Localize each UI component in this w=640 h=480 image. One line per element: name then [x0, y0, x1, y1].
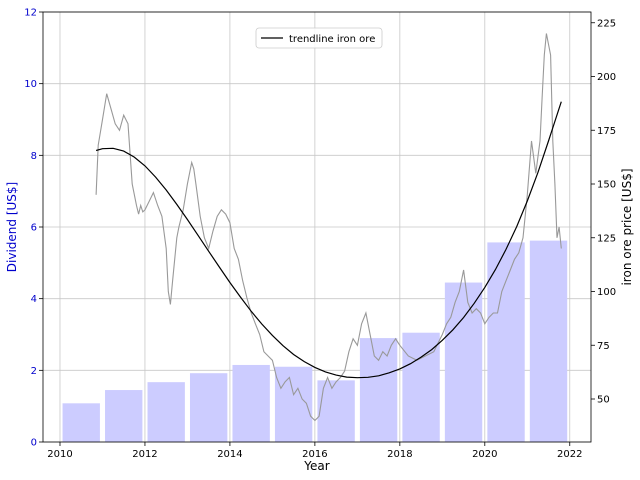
y-axis-left: 0 2 4 6 8 10 12 [24, 8, 43, 449]
x-axis-label: Year [303, 459, 329, 473]
x-tick-label: 2022 [557, 449, 582, 460]
x-tick-label: 2016 [302, 449, 327, 460]
x-tick-label: 2014 [217, 449, 242, 460]
dividend-bar [487, 242, 525, 442]
dividend-bar [402, 332, 440, 442]
y-right-tick-label: 225 [597, 18, 616, 29]
dividend-bar [62, 403, 100, 442]
x-tick-label: 2010 [47, 449, 72, 460]
y-axis-right: 50 75 100 125 150 175 200 225 [591, 18, 616, 406]
dividend-bar [529, 240, 568, 442]
iron-ore-price-line [95, 33, 562, 422]
y-left-tick-label: 0 [31, 438, 37, 449]
y-right-tick-label: 100 [597, 287, 616, 298]
dividend-bar [147, 382, 185, 442]
y-left-tick-label: 8 [31, 151, 37, 162]
y-left-tick-label: 2 [31, 366, 37, 377]
y-axis-left-label: Dividend [US$] [5, 182, 19, 272]
dividend-bar [105, 390, 143, 442]
x-tick-label: 2018 [387, 449, 412, 460]
legend-box [255, 27, 383, 49]
y-left-tick-label: 12 [24, 8, 37, 19]
y-left-tick-label: 6 [31, 223, 37, 234]
y-right-tick-label: 150 [597, 180, 616, 191]
dividend-bar [317, 380, 355, 442]
y-right-tick-label: 50 [597, 395, 610, 406]
dividend-bar [359, 338, 398, 442]
trendline-iron-ore [95, 101, 562, 379]
y-right-tick-label: 200 [597, 72, 616, 83]
trendline-series [95, 101, 562, 379]
x-axis: 2010 2012 2014 2016 2018 2020 2022 [47, 442, 582, 460]
y-left-tick-label: 10 [24, 79, 37, 90]
legend-label-trendline: trendline iron ore [289, 34, 375, 45]
y-right-tick-label: 175 [597, 126, 616, 137]
dividend-bar [274, 366, 313, 442]
y-right-tick-label: 75 [597, 341, 610, 352]
x-tick-label: 2020 [472, 449, 497, 460]
y-axis-right-label: iron ore price [US$] [620, 168, 634, 285]
legend: trendline iron ore [255, 27, 383, 49]
dividend-bars [62, 240, 568, 442]
dividend-bar [189, 373, 228, 442]
dividend-bar [232, 364, 270, 442]
x-tick-label: 2012 [132, 449, 157, 460]
iron-ore-price-series [95, 33, 562, 422]
y-right-tick-label: 125 [597, 233, 616, 244]
dividend-bar [444, 282, 483, 442]
y-left-tick-label: 4 [31, 294, 37, 305]
